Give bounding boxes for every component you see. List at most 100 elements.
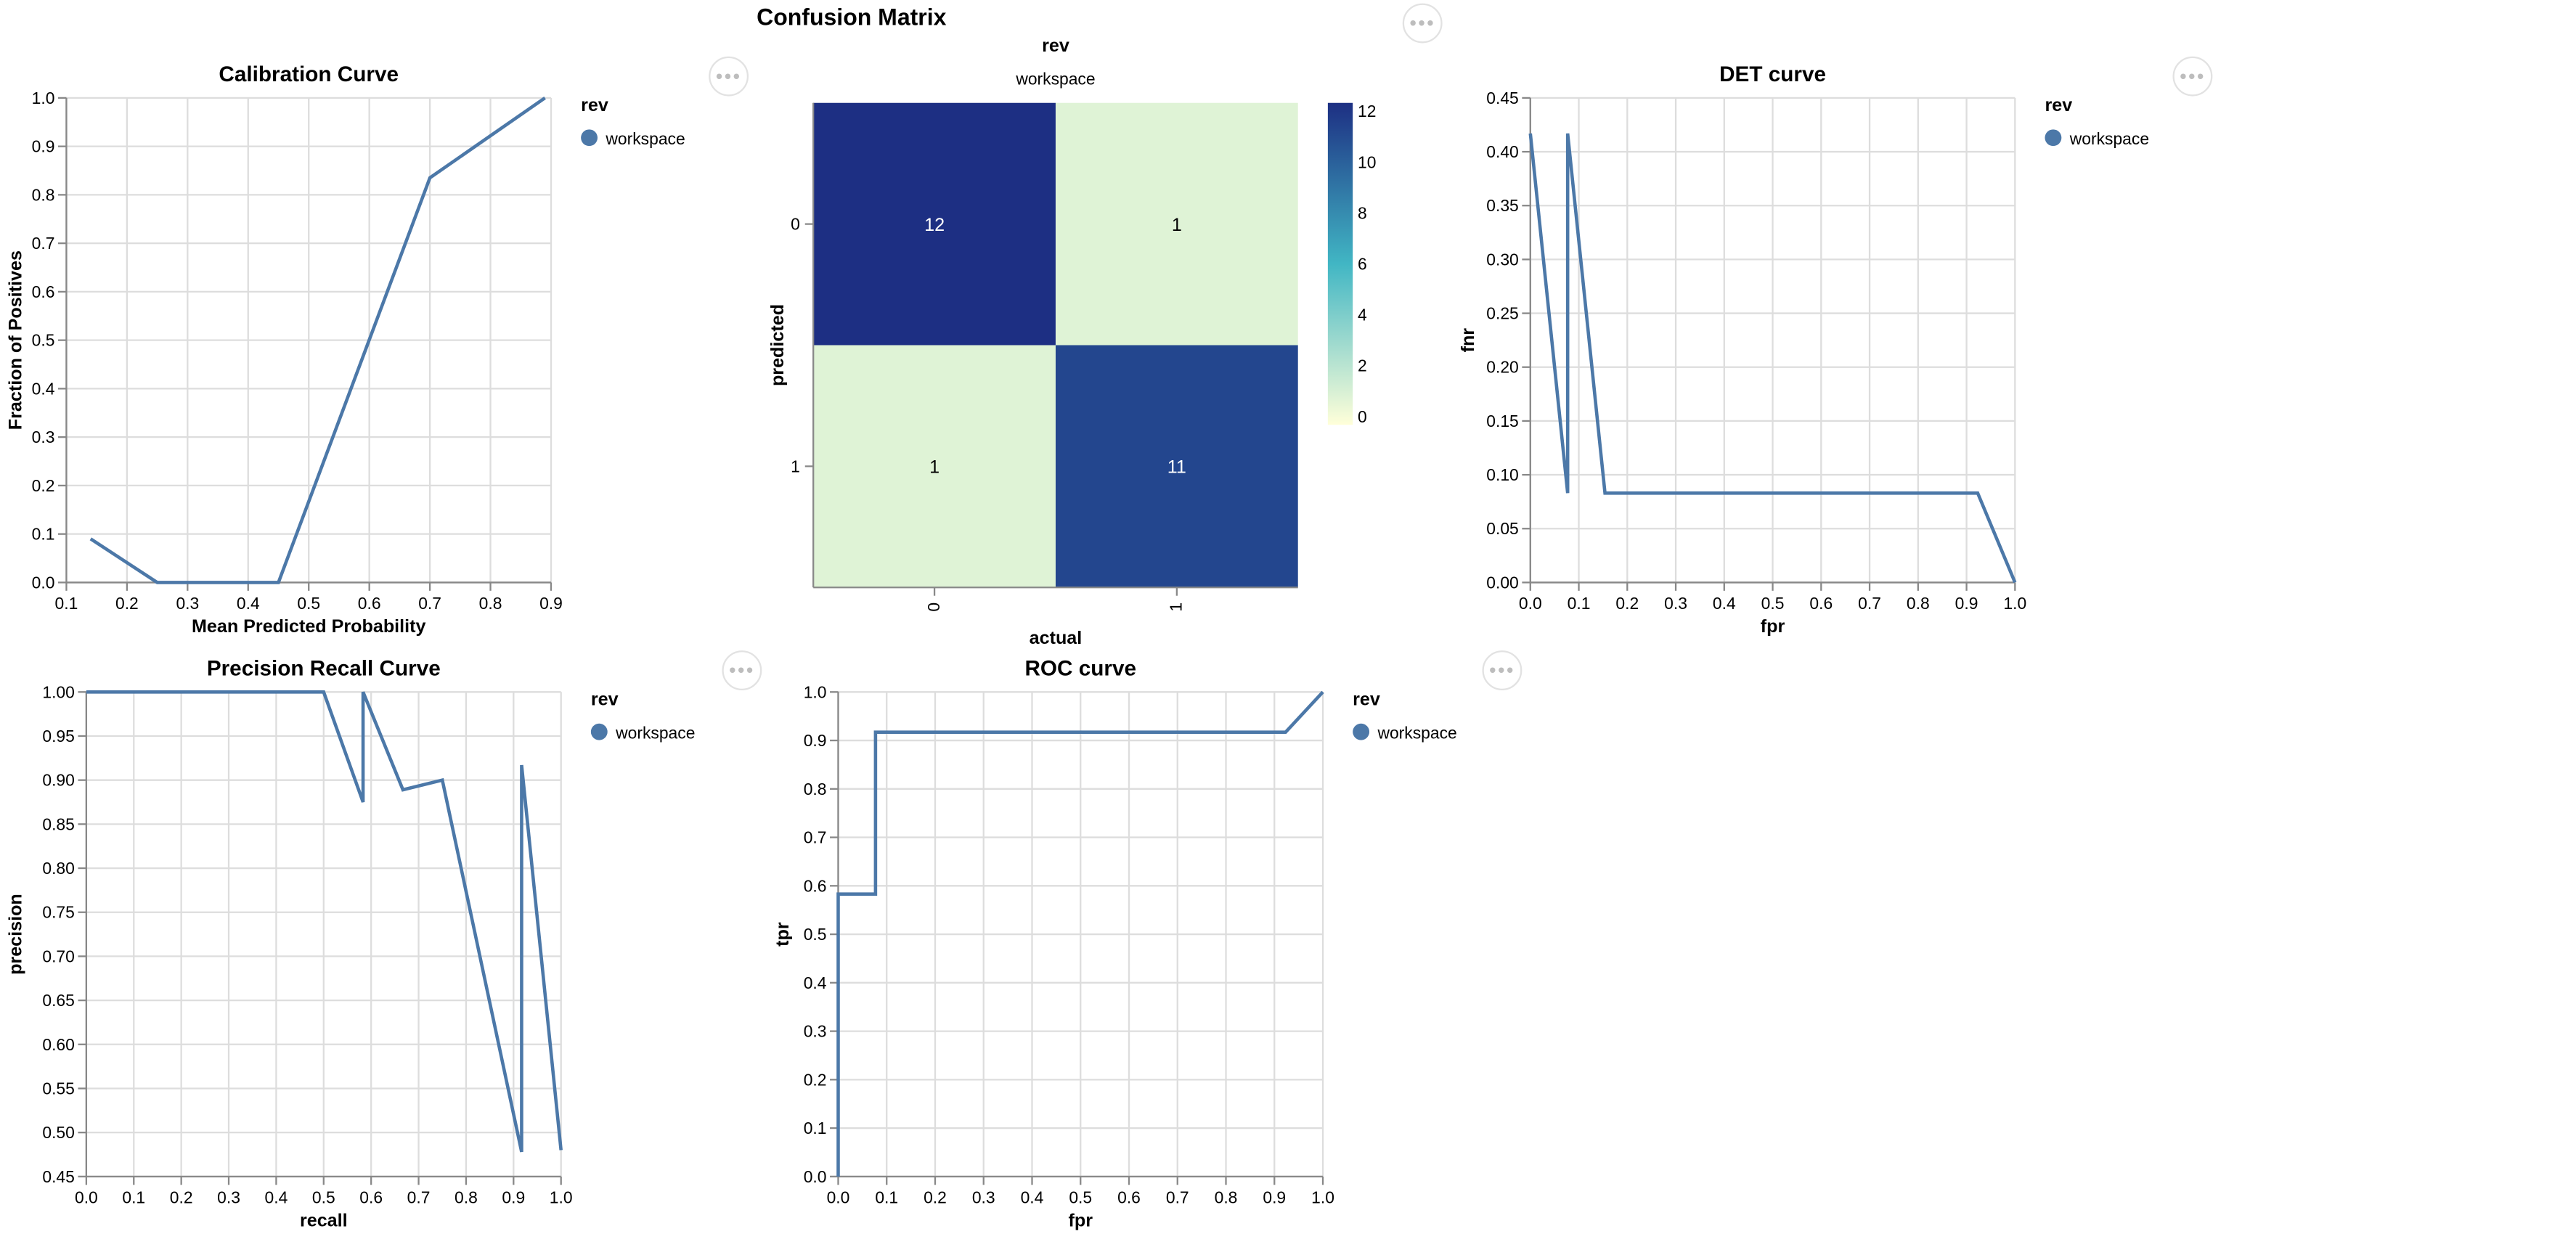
y-tick-label: 0.0 (32, 573, 55, 592)
x-tick-label: 0.8 (479, 594, 502, 613)
y-tick-label: 1 (791, 457, 800, 475)
calibration-chart: 0.1 0.2 0.3 0.4 0.5 0.6 0.7 0.8 0.90.00.10.20.30… (6, 62, 685, 637)
heatmap-cell (1055, 345, 1298, 588)
x-tick-label: 0.7 (1858, 594, 1881, 613)
x-tick-label: 1.0 (1311, 1188, 1334, 1206)
y-tick-label: 0.60 (42, 1035, 75, 1054)
x-tick-label: 0.6 (359, 1188, 383, 1206)
chart-title: Confusion Matrix (757, 4, 947, 30)
facet-label: workspace (1015, 70, 1095, 89)
y-tick-label: 0.9 (32, 137, 55, 156)
y-tick-label: 0.1 (804, 1119, 827, 1137)
x-tick-label: 0.3 (217, 1188, 240, 1206)
y-tick-label: 1.0 (32, 89, 55, 107)
colorbar-tick-label: 4 (1358, 306, 1367, 324)
colorbar-tick-label: 8 (1358, 203, 1367, 222)
x-tick-label: 0.2 (1615, 594, 1639, 613)
precision-recall-menu-button[interactable]: ••• (722, 650, 762, 691)
legend-symbol (2045, 129, 2062, 147)
x-tick-label: 0.0 (827, 1188, 850, 1206)
y-tick-label: 0.05 (1486, 519, 1519, 538)
x-tick-label: 0.4 (1713, 594, 1736, 613)
x-tick-label: 0.9 (502, 1188, 525, 1206)
colorbar-tick-label: 6 (1358, 254, 1367, 273)
colorbar-tick-label: 0 (1358, 407, 1367, 426)
x-tick-label: 0.3 (972, 1188, 995, 1206)
y-axis-title: tpr (773, 922, 793, 947)
x-tick-label: 0.8 (455, 1188, 478, 1206)
y-tick-label: 0.4 (32, 379, 55, 398)
x-tick-label: 0.5 (1069, 1188, 1092, 1206)
x-tick-label: 0.6 (358, 594, 381, 613)
legend-title: rev (591, 690, 619, 710)
colorbar-tick-label: 2 (1358, 356, 1367, 375)
x-tick-label: 1.0 (2003, 594, 2026, 613)
heatmap-cell (813, 102, 1056, 346)
y-tick-label: 0.20 (1486, 358, 1519, 377)
legend-title: rev (1353, 690, 1380, 710)
grid (1529, 97, 2016, 584)
y-tick-label: 0.0 (804, 1167, 827, 1186)
x-axis-title: Mean Predicted Probability (192, 616, 426, 637)
y-tick-label: 0.85 (42, 814, 75, 833)
x-tick-label: 0.4 (237, 594, 260, 613)
y-tick-label: 0.5 (32, 331, 55, 350)
x-axis-title: fpr (1069, 1210, 1093, 1230)
cell-value-label: 1 (1172, 215, 1182, 235)
y-tick-label: 0 (791, 215, 800, 234)
y-tick-label: 0.45 (42, 1167, 75, 1186)
y-tick-label: 0.70 (42, 947, 75, 965)
confusion-menu-button[interactable]: ••• (1402, 3, 1443, 44)
cell-value-label: 11 (1167, 457, 1186, 478)
chart-title: Calibration Curve (219, 62, 399, 86)
y-axis-title: fnr (1458, 328, 1478, 353)
y-tick-label: 0.1 (32, 525, 55, 544)
x-tick-label: 1 (1167, 602, 1186, 612)
legend-label: workspace (1377, 723, 1456, 742)
colorbar-tick-label: 12 (1358, 102, 1376, 120)
calibration-menu-button[interactable]: ••• (709, 56, 749, 97)
grid (65, 97, 553, 584)
legend-symbol (581, 129, 598, 147)
x-tick-label: 0.5 (1761, 594, 1785, 613)
y-tick-label: 0.3 (32, 428, 55, 446)
y-tick-label: 0.35 (1486, 196, 1519, 215)
x-tick-label: 0.0 (75, 1188, 98, 1206)
x-tick-label: 1.0 (550, 1188, 573, 1206)
precision-recall-chart: 0.0 0.1 0.2 0.3 0.4 0.5 0.6 0.7 0.8 0.9 1.0 0.45 0.5… (6, 656, 696, 1230)
y-tick-label: 0.50 (42, 1123, 75, 1142)
heatmap-cell (813, 345, 1056, 588)
x-tick-label: 0.7 (407, 1188, 431, 1206)
cell-value-label: 1 (929, 457, 939, 478)
y-tick-label: 0.4 (804, 973, 827, 992)
chart-title: ROC curve (1024, 656, 1136, 680)
legend-label: workspace (615, 723, 695, 742)
x-tick-label: 0.9 (1955, 594, 1978, 613)
x-tick-label: 0.1 (875, 1188, 898, 1206)
y-tick-label: 1.0 (804, 682, 827, 701)
colorbar-tick-label: 10 (1358, 152, 1376, 171)
legend-title: rev (581, 95, 608, 115)
roc-chart: 0.0 0.1 0.2 0.3 0.4 0.5 0.6 0.7 0.8 0.9 1.0 0.0 0.1 0… (773, 656, 1457, 1230)
series-line-workspace (836, 690, 1324, 1177)
x-tick-label: 0.1 (55, 594, 78, 613)
heatmap-cell (1055, 102, 1298, 346)
x-tick-label: 0.7 (1166, 1188, 1189, 1206)
colorbar (1327, 102, 1353, 425)
y-tick-label: 0.00 (1486, 573, 1519, 592)
x-tick-label: 0.0 (1519, 594, 1542, 613)
y-tick-label: 0.8 (32, 185, 55, 204)
x-tick-label: 0.4 (265, 1188, 288, 1206)
y-tick-label: 0.80 (42, 859, 75, 878)
roc-menu-button[interactable]: ••• (1482, 650, 1523, 691)
det-menu-button[interactable]: ••• (2172, 56, 2213, 97)
x-tick-label: 0.4 (1021, 1188, 1044, 1206)
x-tick-label: 0.1 (1568, 594, 1591, 613)
y-tick-label: 0.55 (42, 1079, 75, 1098)
y-tick-label: 0.15 (1486, 412, 1519, 430)
legend-label: workspace (605, 129, 685, 148)
x-axis-title: fpr (1761, 616, 1785, 637)
x-axis-title: recall (300, 1210, 348, 1230)
y-tick-label: 0.65 (42, 991, 75, 1010)
